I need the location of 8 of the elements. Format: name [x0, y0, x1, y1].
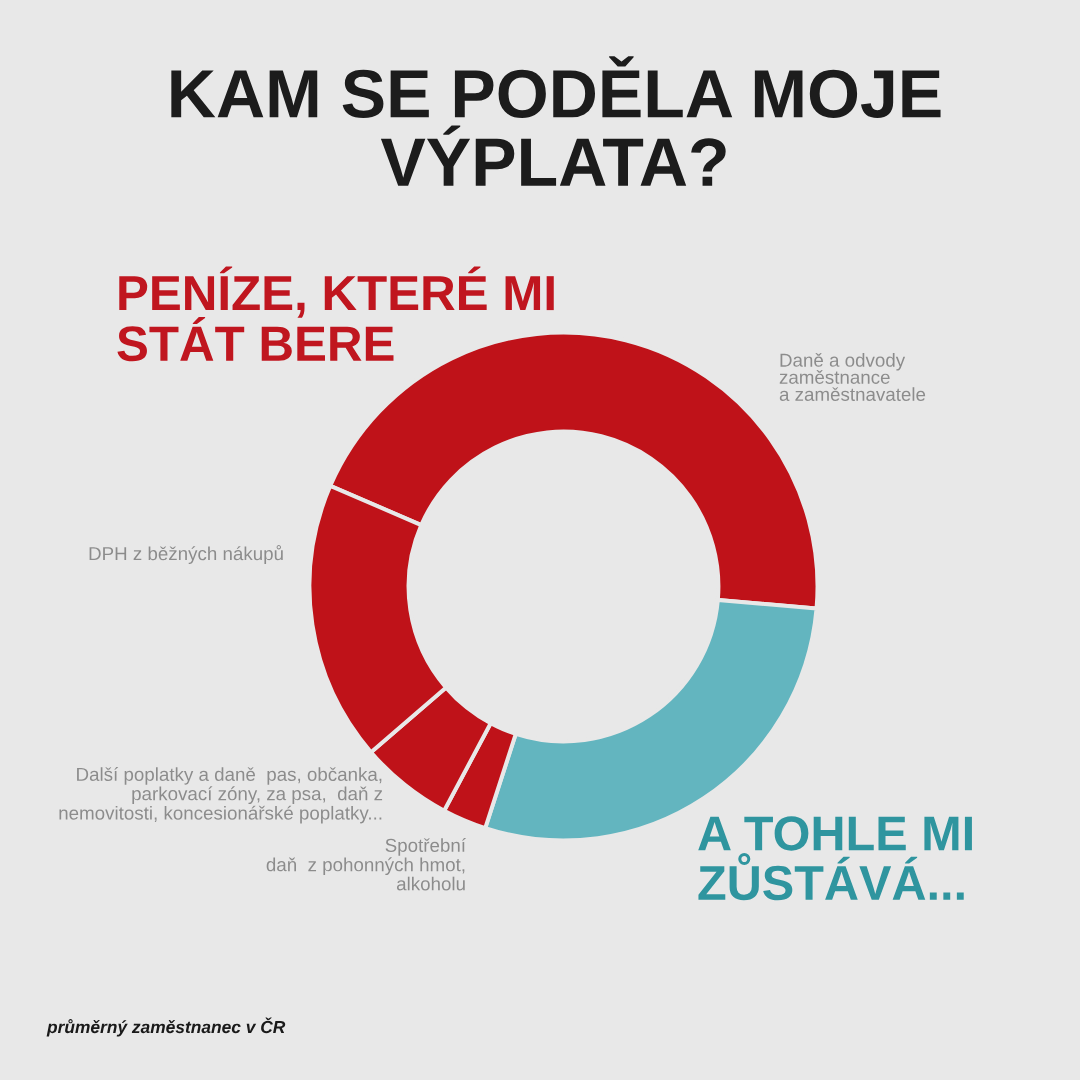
text: průměrný zaměstnanec v ČR	[46, 1017, 286, 1037]
chart-title: KAM SE PODĚLA MOJE VÝPLATA?	[171, 56, 941, 186]
slice-label: Další poplatky a daně pas, občanka, parkovací zóny, za psa, daň z nemovitosti, koncesionářské poplatky...	[59, 767, 383, 824]
slice-label: Spotřební daň z pohonných hmot, alkoholu	[266, 838, 466, 891]
slice-label: A TOHLE MI ZŮSTÁVÁ...	[698, 816, 972, 901]
text: PENÍZE, KTERÉ MI STÁT BERE	[117, 266, 554, 362]
slice-label: DPH z běžných nákupů	[89, 545, 283, 564]
slice-label: Daně a odvody zaměstnance a zaměstnavatele	[779, 353, 926, 401]
